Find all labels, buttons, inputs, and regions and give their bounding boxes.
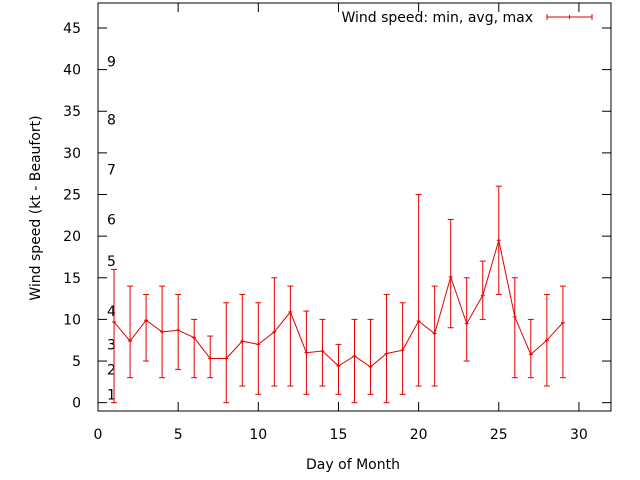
y-tick-label: 0 [72,396,81,412]
y-tick-label: 10 [63,312,81,328]
y-tick-label: 20 [63,229,81,245]
x-tick-label: 30 [570,427,588,443]
beaufort-label: 5 [107,254,116,270]
x-tick-label: 10 [249,427,267,443]
y-tick-label: 5 [72,354,81,370]
plot-frame [97,2,612,412]
beaufort-label: 7 [107,163,116,179]
beaufort-label: 9 [107,54,116,70]
beaufort-label: 3 [107,337,116,353]
beaufort-label-layer: 1 2 3 4 5 6 7 8 9 [107,54,116,403]
legend: Wind speed: min, avg, max [341,10,593,26]
y-tick-label: 15 [63,271,81,287]
beaufort-label: 8 [107,113,116,129]
error-bar-layer [111,185,566,404]
x-tick-label: 15 [330,427,348,443]
y-tick-label: 35 [63,104,81,120]
x-axis-title: Day of Month [306,457,400,473]
axes-layer [97,2,612,412]
y-axis-title: Wind speed (kt - Beaufort) [28,115,44,300]
x-tick-label: 20 [410,427,428,443]
y-tick-label: 25 [63,188,81,204]
x-tick-label: 25 [490,427,508,443]
y-tick-label: 45 [63,21,81,37]
beaufort-label: 4 [107,304,116,320]
beaufort-label: 2 [107,362,116,378]
y-tick-label: 30 [63,146,81,162]
x-tick-label: 0 [94,427,103,443]
series-layer [112,238,565,369]
legend-label: Wind speed: min, avg, max [341,10,533,26]
beaufort-label: 1 [107,387,116,403]
beaufort-label: 6 [107,212,116,228]
y-tick-label: 40 [63,63,81,79]
x-tick-label: 5 [174,427,183,443]
